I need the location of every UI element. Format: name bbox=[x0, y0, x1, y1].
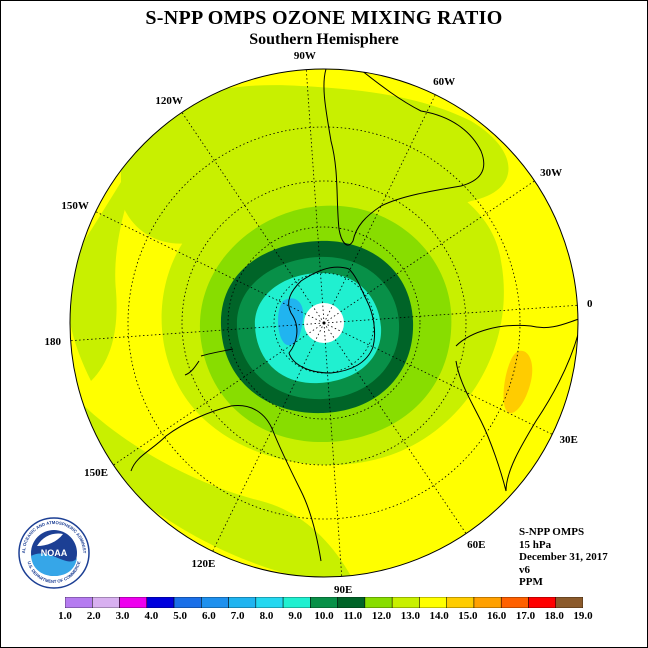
map-title: S-NPP OMPS OZONE MIXING RATIO bbox=[145, 7, 503, 29]
longitude-label: 60E bbox=[467, 538, 486, 551]
colorbar-swatch bbox=[228, 597, 257, 608]
colorbar-swatch bbox=[391, 597, 420, 608]
colorbar-swatch bbox=[146, 597, 175, 608]
longitude-label: 150E bbox=[84, 466, 109, 479]
colorbar-swatch bbox=[282, 597, 311, 608]
info-level: 15 hPa bbox=[519, 538, 552, 551]
map-subtitle: Southern Hemisphere bbox=[249, 31, 399, 48]
colorbar-tick-label: 7.0 bbox=[230, 610, 245, 622]
logo-text: NOAA bbox=[41, 548, 68, 558]
colorbar-tick-label: 1.0 bbox=[58, 610, 72, 622]
colorbar-swatch bbox=[255, 597, 284, 608]
colorbar-swatch bbox=[337, 597, 366, 608]
colorbar-swatch bbox=[173, 597, 202, 608]
longitude-label: 60W bbox=[433, 76, 456, 89]
colorbar-tick-label: 6.0 bbox=[202, 610, 216, 622]
colorbar-tick-label: 17.0 bbox=[515, 610, 536, 622]
noaa-logo: NATIONAL OCEANIC AND ATMOSPHERIC ADMINIS… bbox=[17, 516, 90, 589]
coastlines bbox=[130, 69, 578, 562]
longitude-label: 180 bbox=[44, 335, 62, 348]
colorbar bbox=[65, 597, 583, 608]
longitude-label: 30W bbox=[540, 167, 563, 180]
map-border bbox=[69, 68, 579, 578]
longitude-label: 120E bbox=[191, 557, 216, 570]
longitude-label: 30E bbox=[559, 434, 578, 447]
contour-fill-12-13 bbox=[70, 141, 151, 381]
colorbar-swatch bbox=[119, 597, 148, 608]
info-date: December 31, 2017 bbox=[519, 551, 608, 563]
colorbar-swatch bbox=[364, 597, 393, 608]
colorbar-swatch bbox=[446, 597, 475, 608]
colorbar-swatch bbox=[65, 597, 93, 608]
colorbar-tick-label: 12.0 bbox=[371, 610, 392, 622]
info-block: S-NPP OMPS 15 hPa December 31, 2017 v6 P… bbox=[519, 526, 608, 589]
colorbar-tick-label: 14.0 bbox=[429, 610, 449, 622]
south-pole-marker bbox=[322, 321, 326, 325]
colorbar-tick-label: 2.0 bbox=[86, 610, 101, 622]
colorbar-tick-label: 11.0 bbox=[343, 610, 363, 622]
colorbar-tick-label: 3.0 bbox=[115, 610, 130, 622]
colorbar-swatch bbox=[528, 597, 556, 608]
colorbar-tick-label: 15.0 bbox=[458, 610, 478, 622]
colorbar-ticks: 1.0 2.0 3.0 4.0 5.0 6.0 7.0 8.0 9.0 10.0 11.0 12.0 1… bbox=[1, 610, 647, 624]
colorbar-swatch bbox=[419, 597, 447, 608]
colorbar-swatch bbox=[92, 597, 120, 608]
colorbar-tick-label: 5.0 bbox=[173, 610, 187, 622]
longitude-label: 120W bbox=[155, 95, 183, 108]
colorbar-swatch bbox=[473, 597, 502, 608]
colorbar-tick-label: 16.0 bbox=[487, 610, 507, 622]
colorbar-swatch bbox=[201, 597, 229, 608]
colorbar-tick-label: 8.0 bbox=[259, 610, 274, 622]
longitude-label: 0 bbox=[587, 298, 593, 311]
contour-fill-12-13 bbox=[70, 381, 351, 577]
colorbar-tick-label: 13.0 bbox=[400, 610, 420, 622]
longitude-label: 90W bbox=[293, 50, 316, 63]
colorbar-swatch bbox=[555, 597, 583, 608]
info-version: v6 bbox=[519, 563, 530, 576]
longitude-label: 150W bbox=[61, 199, 89, 212]
longitude-label: 90E bbox=[333, 583, 353, 596]
latitude-circles bbox=[127, 126, 521, 520]
info-instrument: S-NPP OMPS bbox=[519, 526, 585, 538]
colorbar-swatch bbox=[310, 597, 338, 608]
contour-fill-14-15 bbox=[503, 350, 533, 414]
colorbar-tick-label: 10.0 bbox=[314, 610, 334, 622]
colorbar-swatch bbox=[500, 597, 529, 608]
colorbar-tick-label: 9.0 bbox=[288, 610, 303, 622]
info-units: PPM bbox=[519, 576, 543, 588]
colorbar-tick-label: 19.0 bbox=[573, 610, 593, 622]
colorbar-tick-label: 4.0 bbox=[144, 610, 159, 622]
colorbar-tick-label: 18.0 bbox=[544, 610, 564, 622]
